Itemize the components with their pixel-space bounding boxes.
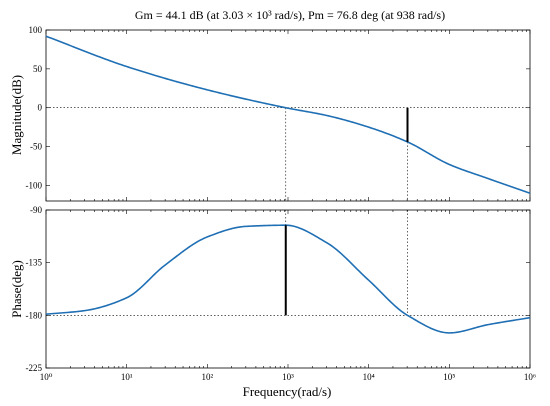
x-tick-label: 10²: [201, 372, 213, 382]
x-tick-label: 10⁶: [524, 372, 536, 382]
x-tick-label: 10⁴: [363, 372, 375, 382]
y-axis-label-magnitude: Magnitude(dB): [9, 75, 24, 155]
x-tick-label: 10⁰: [40, 372, 53, 382]
phase-panel: -90 -135 -180 -225: [26, 205, 531, 373]
y-tick-label: -135: [26, 258, 43, 268]
phase-frame: [45, 209, 531, 369]
magnitude-panel: 100 50 0 -50 -100: [26, 25, 531, 202]
y-axis-label-phase: Phase(deg): [9, 260, 24, 318]
x-tick-label: 10¹: [121, 372, 133, 382]
x-tick-label: 10³: [282, 372, 294, 382]
y-tick-label: -180: [26, 310, 43, 320]
chart-title: Gm = 44.1 dB (at 3.03 × 10³ rad/s), Pm =…: [135, 8, 445, 22]
y-tick-label: -50: [30, 142, 42, 152]
x-tick-label: 10⁵: [443, 372, 455, 382]
phase-curve: [45, 224, 531, 334]
y-tick-label: 0: [38, 103, 43, 113]
magnitude-curve: [45, 35, 531, 194]
y-tick-label: -100: [26, 180, 43, 190]
y-tick-label: -90: [30, 205, 42, 215]
y-tick-label: -225: [26, 363, 43, 373]
y-tick-label: 50: [33, 64, 43, 74]
x-axis-label: Frequency(rad/s): [243, 384, 332, 399]
y-tick-label: 100: [29, 25, 43, 35]
magnitude-frame: [45, 29, 531, 202]
